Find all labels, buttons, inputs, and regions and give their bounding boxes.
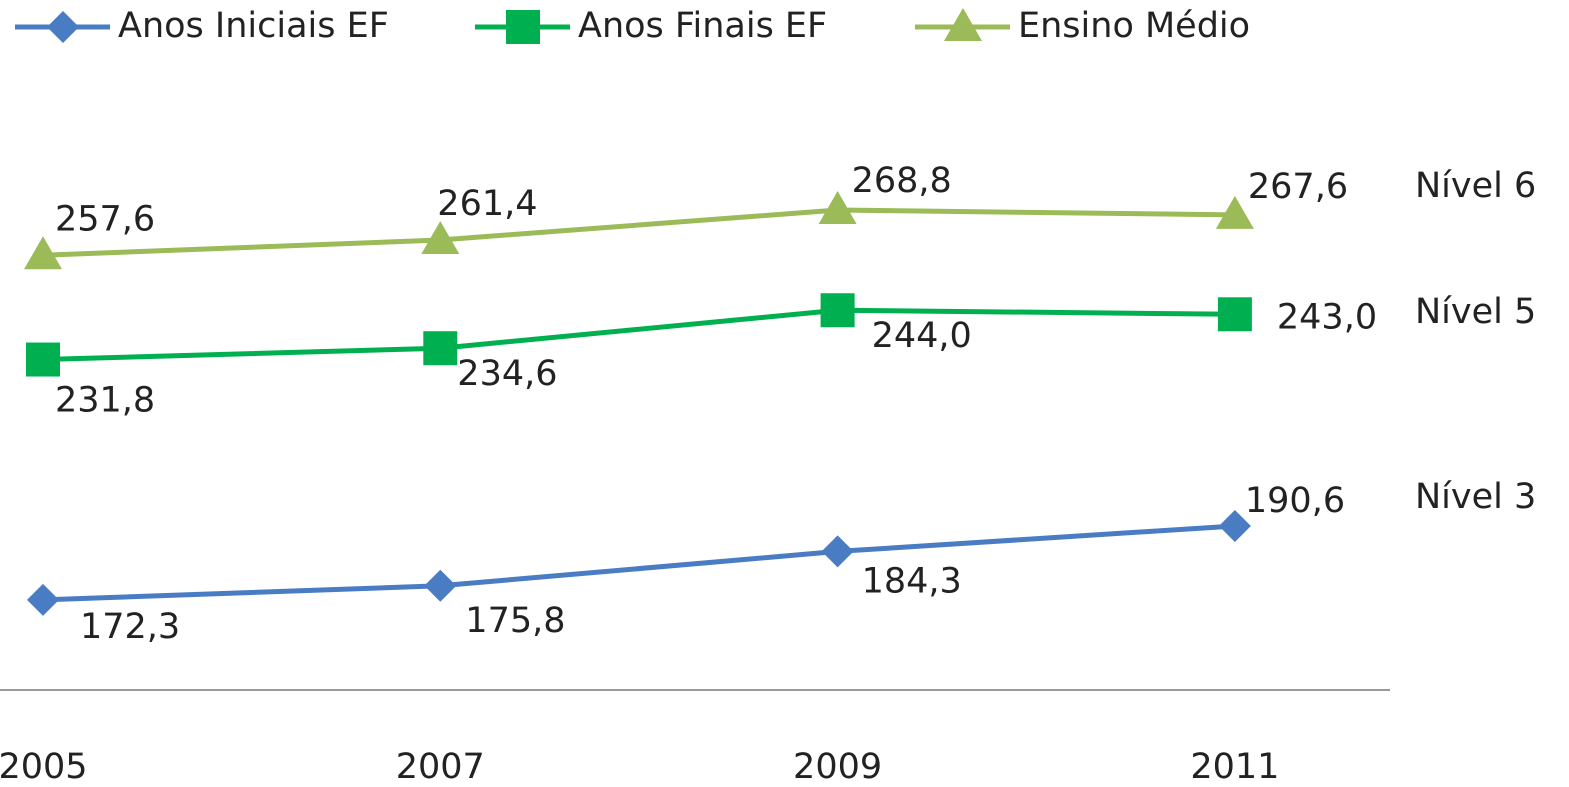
marker [424,569,457,602]
marker [423,331,458,366]
data-label: 257,6 [55,199,155,239]
marker [421,220,460,254]
marker [1215,195,1254,229]
marker [506,10,540,44]
data-label: 261,4 [437,184,537,224]
series-line [42,307,1235,363]
data-label: 244,0 [872,316,972,356]
marker [1218,509,1251,542]
annotation: Nível 6 [1415,166,1536,206]
marker [944,8,982,41]
marker [27,583,59,616]
marker [26,342,60,377]
marker [24,236,62,270]
marker [818,191,857,225]
x-tick-label: 2009 [793,747,882,787]
marker [47,11,79,43]
data-label: 234,6 [457,354,557,394]
marker [820,293,855,328]
data-label: 184,3 [862,561,962,601]
data-label: 268,8 [852,161,952,201]
data-label: 243,0 [1277,297,1377,337]
series-line [42,523,1236,603]
x-tick-label: 2007 [396,747,485,787]
data-label: 172,3 [80,607,180,647]
x-tick-label: 2011 [1190,747,1279,787]
x-tick-label: 2005 [0,747,88,787]
annotation: Nível 3 [1415,477,1536,517]
data-label: 231,8 [55,381,155,421]
data-label: 267,6 [1248,167,1348,207]
annotation: Nível 5 [1415,292,1536,332]
data-label: 175,8 [465,601,565,641]
marker [1217,297,1252,332]
marker [821,535,854,568]
legend-label: Anos Iniciais EF [118,6,389,46]
legend-label: Anos Finais EF [578,6,827,46]
data-label: 190,6 [1245,481,1345,521]
legend-label: Ensino Médio [1018,6,1250,46]
series-line [42,207,1235,258]
